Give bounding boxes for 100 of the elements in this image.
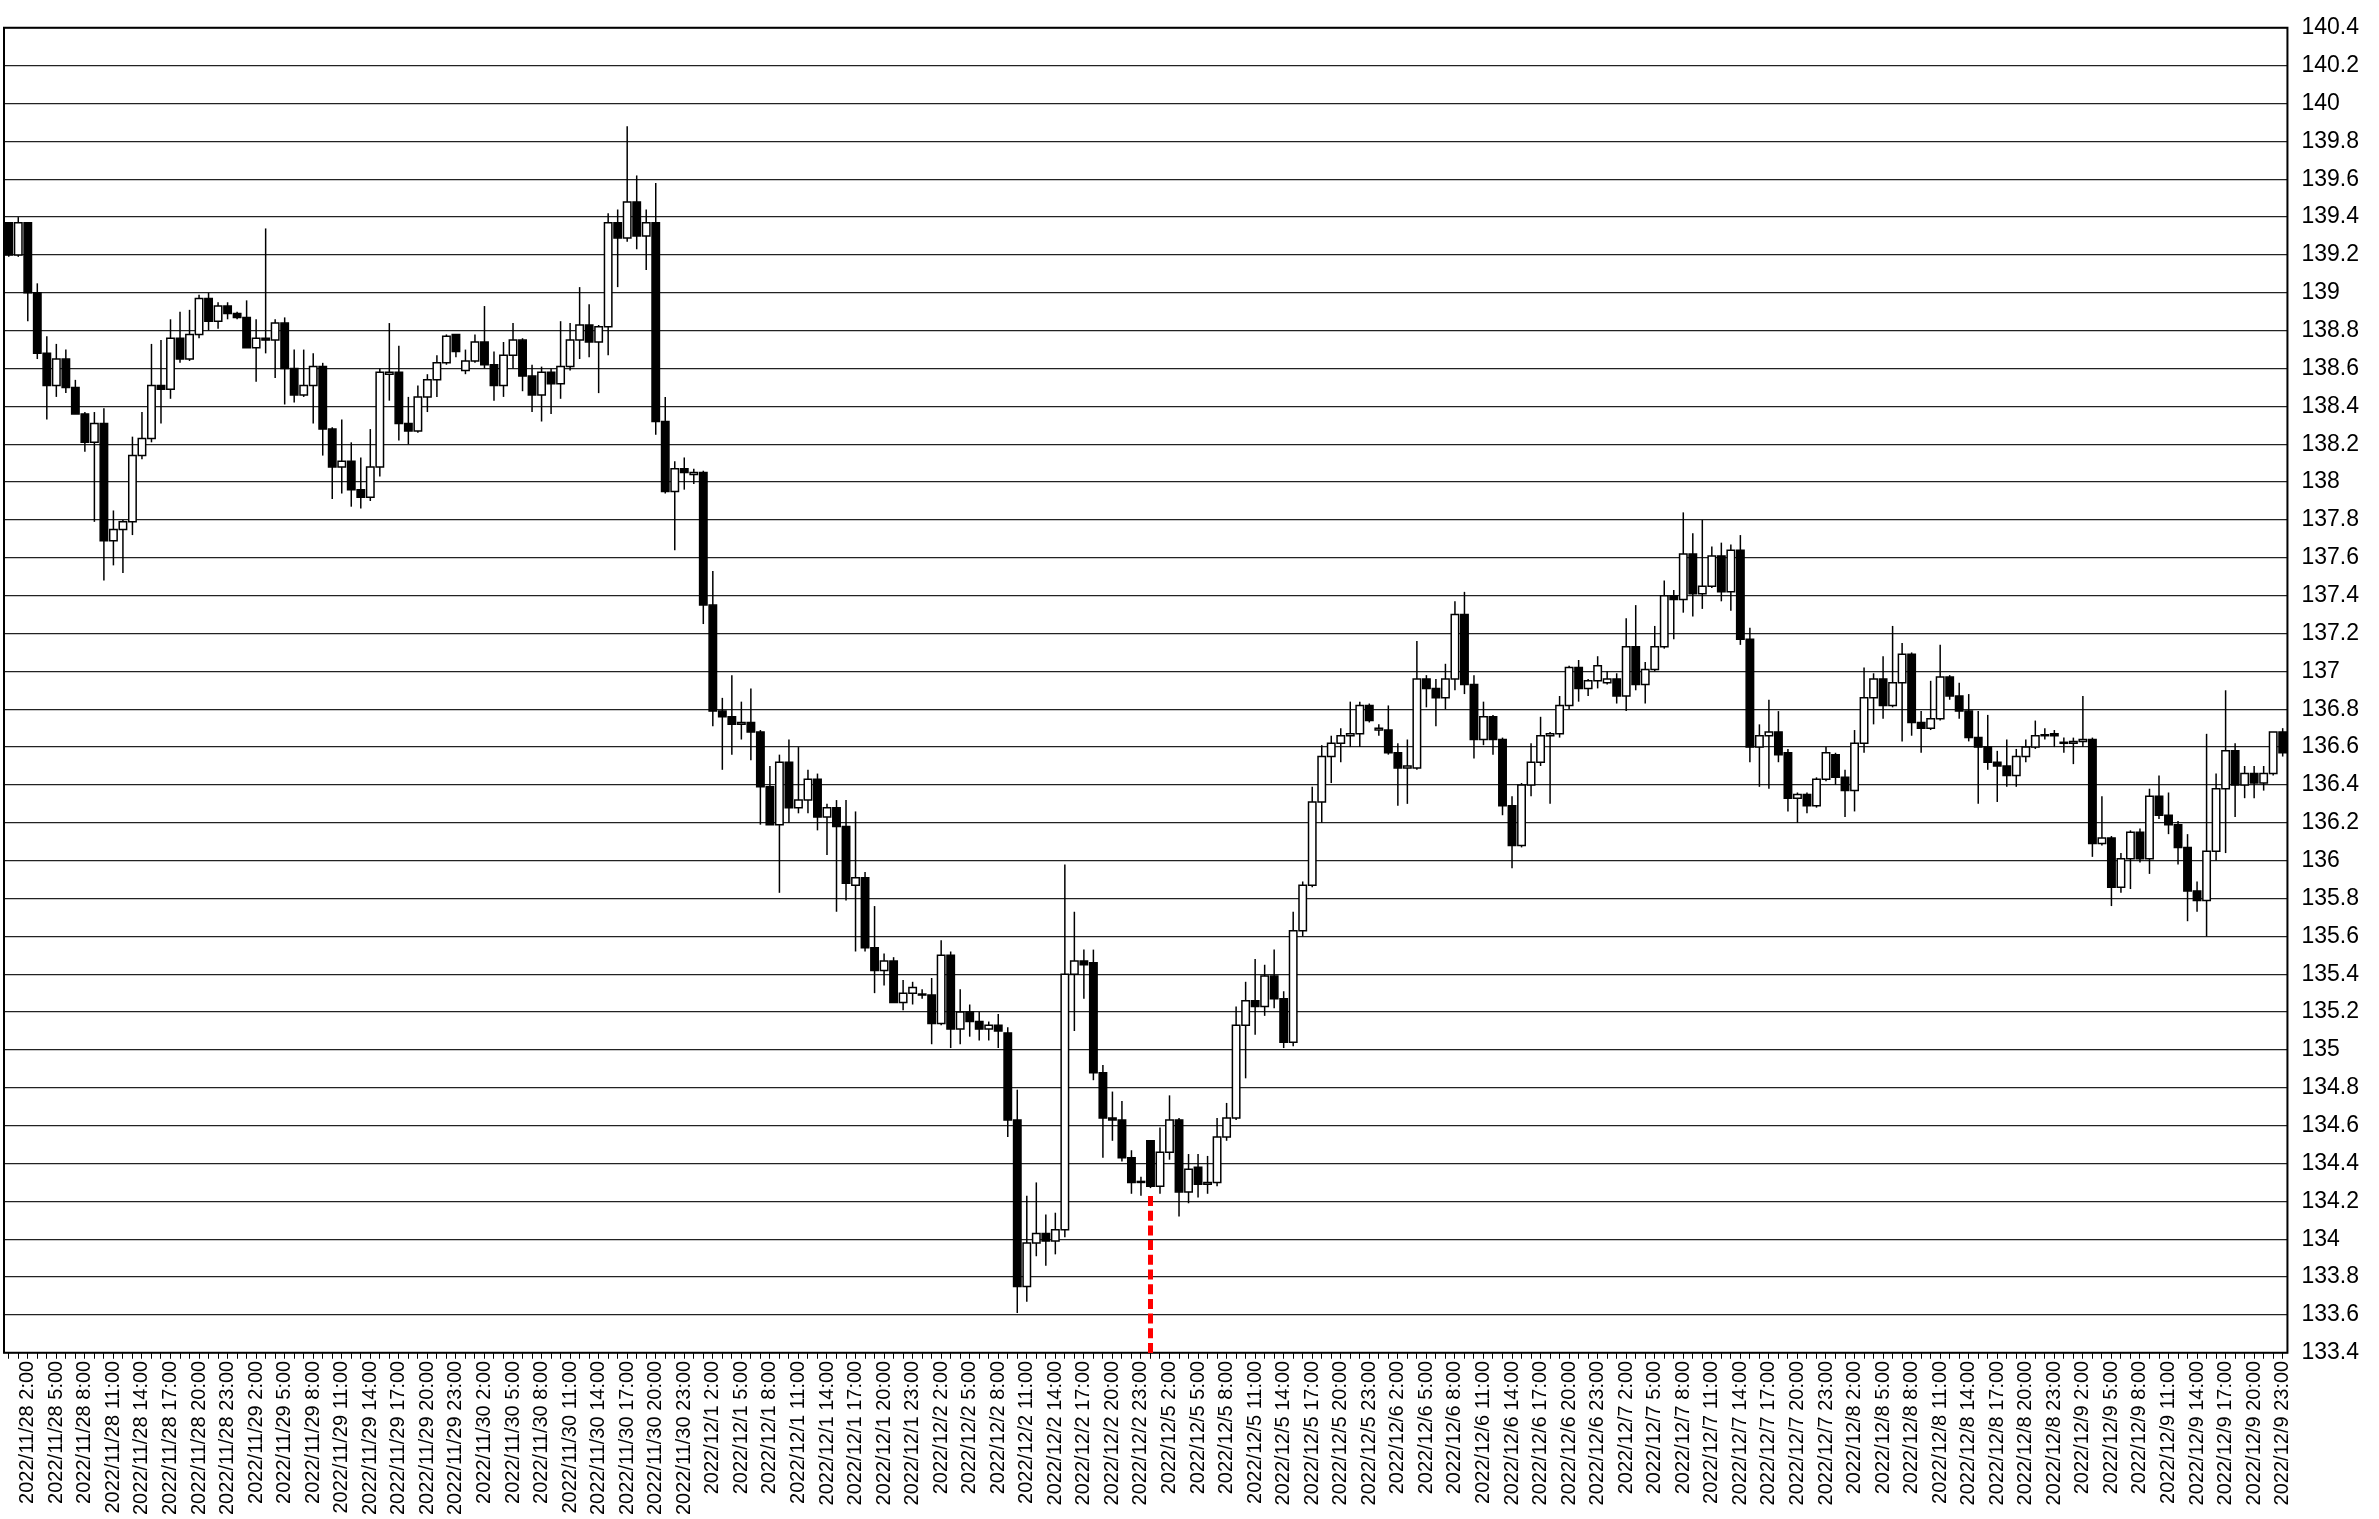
x-tick-label: 2022/12/6 20:00 bbox=[1556, 1360, 1579, 1506]
x-tick-label: 2022/12/1 17:00 bbox=[843, 1360, 866, 1506]
x-tick-label: 2022/12/7 17:00 bbox=[1756, 1360, 1779, 1506]
x-tick-label: 2022/12/1 14:00 bbox=[814, 1360, 837, 1506]
x-tick-label: 2022/12/5 17:00 bbox=[1299, 1360, 1322, 1506]
y-tick-label: 133.8 bbox=[2301, 1262, 2360, 1289]
x-tick-label: 2022/12/8 23:00 bbox=[2041, 1360, 2064, 1506]
y-tick-label: 135 bbox=[2301, 1035, 2340, 1062]
x-tick-label: 2022/12/7 2:00 bbox=[1613, 1360, 1636, 1495]
x-tick-label: 2022/12/6 23:00 bbox=[1585, 1360, 1608, 1506]
x-tick-label: 2022/12/5 8:00 bbox=[1214, 1360, 1237, 1495]
y-tick-label: 137.4 bbox=[2301, 580, 2360, 607]
y-tick-label: 135.6 bbox=[2301, 921, 2360, 948]
x-tick-label: 2022/12/9 8:00 bbox=[2127, 1360, 2150, 1495]
x-tick-label: 2022/12/6 2:00 bbox=[1385, 1360, 1408, 1495]
x-tick-label: 2022/12/8 8:00 bbox=[1899, 1360, 1922, 1495]
y-tick-label: 138 bbox=[2301, 467, 2340, 494]
x-tick-label: 2022/11/28 20:00 bbox=[186, 1360, 209, 1515]
y-tick-label: 139 bbox=[2301, 278, 2340, 305]
y-tick-label: 134.6 bbox=[2301, 1110, 2360, 1137]
y-tick-label: 139.4 bbox=[2301, 202, 2360, 229]
x-tick-label: 2022/11/29 5:00 bbox=[272, 1360, 295, 1504]
x-tick-label: 2022/11/29 11:00 bbox=[329, 1360, 352, 1514]
x-tick-label: 2022/12/2 5:00 bbox=[957, 1360, 980, 1495]
y-tick-label: 136 bbox=[2301, 845, 2340, 872]
x-tick-label: 2022/11/29 20:00 bbox=[414, 1360, 437, 1515]
y-tick-label: 134.8 bbox=[2301, 1073, 2360, 1100]
x-tick-label: 2022/11/29 23:00 bbox=[443, 1360, 466, 1515]
x-tick-label: 2022/11/30 5:00 bbox=[500, 1360, 523, 1504]
y-tick-label: 139.6 bbox=[2301, 164, 2360, 191]
y-tick-label: 137 bbox=[2301, 656, 2340, 683]
x-tick-label: 2022/11/28 14:00 bbox=[129, 1360, 152, 1515]
y-tick-label: 136.2 bbox=[2301, 808, 2360, 835]
y-tick-label: 137.2 bbox=[2301, 618, 2360, 645]
x-tick-label: 2022/12/7 5:00 bbox=[1642, 1360, 1665, 1495]
x-tick-label: 2022/12/5 5:00 bbox=[1185, 1360, 1208, 1495]
x-tick-label: 2022/12/6 8:00 bbox=[1442, 1360, 1465, 1495]
x-tick-label: 2022/12/8 11:00 bbox=[1927, 1360, 1950, 1504]
y-tick-label: 140 bbox=[2301, 88, 2340, 115]
x-tick-label: 2022/12/2 17:00 bbox=[1071, 1360, 1094, 1506]
x-tick-label: 2022/12/6 5:00 bbox=[1413, 1360, 1436, 1495]
x-tick-label: 2022/11/29 2:00 bbox=[243, 1360, 266, 1504]
y-tick-label: 140.4 bbox=[2301, 13, 2360, 40]
y-tick-label: 138.2 bbox=[2301, 429, 2360, 456]
x-tick-label: 2022/12/8 2:00 bbox=[1842, 1360, 1865, 1495]
x-tick-label: 2022/12/7 8:00 bbox=[1670, 1360, 1693, 1495]
y-tick-label: 137.8 bbox=[2301, 505, 2360, 532]
x-tick-label: 2022/11/29 8:00 bbox=[300, 1360, 323, 1504]
x-tick-label: 2022/12/9 2:00 bbox=[2070, 1360, 2093, 1495]
x-tick-label: 2022/12/9 20:00 bbox=[2241, 1360, 2264, 1506]
x-tick-label: 2022/12/7 23:00 bbox=[1813, 1360, 1836, 1506]
x-tick-label: 2022/12/2 2:00 bbox=[928, 1360, 951, 1495]
y-tick-label: 134.2 bbox=[2301, 1186, 2360, 1213]
x-tick-label: 2022/11/30 8:00 bbox=[529, 1360, 552, 1504]
x-tick-label: 2022/12/7 14:00 bbox=[1727, 1360, 1750, 1506]
y-tick-label: 134 bbox=[2301, 1224, 2341, 1251]
x-tick-label: 2022/11/30 23:00 bbox=[671, 1360, 694, 1515]
x-tick-label: 2022/12/9 17:00 bbox=[2213, 1360, 2236, 1506]
x-tick-label: 2022/11/30 11:00 bbox=[557, 1360, 580, 1514]
y-tick-label: 136.8 bbox=[2301, 694, 2360, 721]
x-tick-label: 2022/12/9 11:00 bbox=[2156, 1360, 2179, 1504]
x-tick-label: 2022/12/8 20:00 bbox=[2013, 1360, 2036, 1506]
y-tick-label: 137.6 bbox=[2301, 543, 2360, 570]
y-tick-label: 140.2 bbox=[2301, 51, 2360, 77]
x-tick-label: 2022/12/5 14:00 bbox=[1271, 1360, 1294, 1506]
x-tick-label: 2022/11/30 14:00 bbox=[586, 1360, 609, 1515]
x-tick-label: 2022/12/5 2:00 bbox=[1157, 1360, 1180, 1495]
y-tick-label: 139.2 bbox=[2301, 240, 2360, 267]
x-tick-label: 2022/12/8 5:00 bbox=[1870, 1360, 1893, 1495]
x-tick-label: 2022/12/6 17:00 bbox=[1528, 1360, 1551, 1506]
x-tick-label: 2022/12/5 23:00 bbox=[1356, 1360, 1379, 1506]
x-tick-label: 2022/11/28 5:00 bbox=[43, 1360, 66, 1504]
x-tick-label: 2022/12/2 11:00 bbox=[1014, 1360, 1037, 1504]
y-tick-label: 133.6 bbox=[2301, 1300, 2360, 1327]
y-tick-label: 135.4 bbox=[2301, 959, 2360, 986]
x-tick-label: 2022/12/1 23:00 bbox=[900, 1360, 923, 1506]
x-tick-label: 2022/12/1 5:00 bbox=[728, 1360, 751, 1495]
x-tick-label: 2022/12/1 2:00 bbox=[700, 1360, 723, 1495]
x-tick-label: 2022/12/2 14:00 bbox=[1042, 1360, 1065, 1506]
x-tick-label: 2022/11/30 2:00 bbox=[471, 1360, 494, 1504]
x-tick-label: 2022/12/6 14:00 bbox=[1499, 1360, 1522, 1506]
x-tick-label: 2022/11/28 8:00 bbox=[72, 1360, 95, 1504]
x-tick-label: 2022/12/9 5:00 bbox=[2098, 1360, 2121, 1495]
x-tick-label: 2022/12/2 23:00 bbox=[1128, 1360, 1151, 1506]
y-tick-label: 134.4 bbox=[2301, 1148, 2360, 1175]
x-tick-label: 2022/12/7 11:00 bbox=[1699, 1360, 1722, 1504]
x-tick-label: 2022/12/5 20:00 bbox=[1328, 1360, 1351, 1506]
x-tick-label: 2022/11/28 2:00 bbox=[15, 1360, 38, 1504]
x-tick-label: 2022/12/1 8:00 bbox=[757, 1360, 780, 1495]
y-tick-label: 136.4 bbox=[2301, 770, 2360, 797]
y-tick-label: 138.4 bbox=[2301, 391, 2360, 418]
x-tick-label: 2022/11/30 17:00 bbox=[614, 1360, 637, 1515]
x-tick-label: 2022/12/7 20:00 bbox=[1784, 1360, 1807, 1506]
x-tick-label: 2022/12/1 20:00 bbox=[871, 1360, 894, 1506]
y-tick-label: 138.6 bbox=[2301, 353, 2360, 380]
x-tick-label: 2022/11/29 17:00 bbox=[386, 1360, 409, 1515]
x-tick-label: 2022/12/1 11:00 bbox=[785, 1360, 808, 1504]
x-tick-label: 2022/11/29 14:00 bbox=[357, 1360, 380, 1515]
y-tick-label: 133.4 bbox=[2301, 1338, 2360, 1365]
y-tick-label: 135.8 bbox=[2301, 883, 2360, 910]
